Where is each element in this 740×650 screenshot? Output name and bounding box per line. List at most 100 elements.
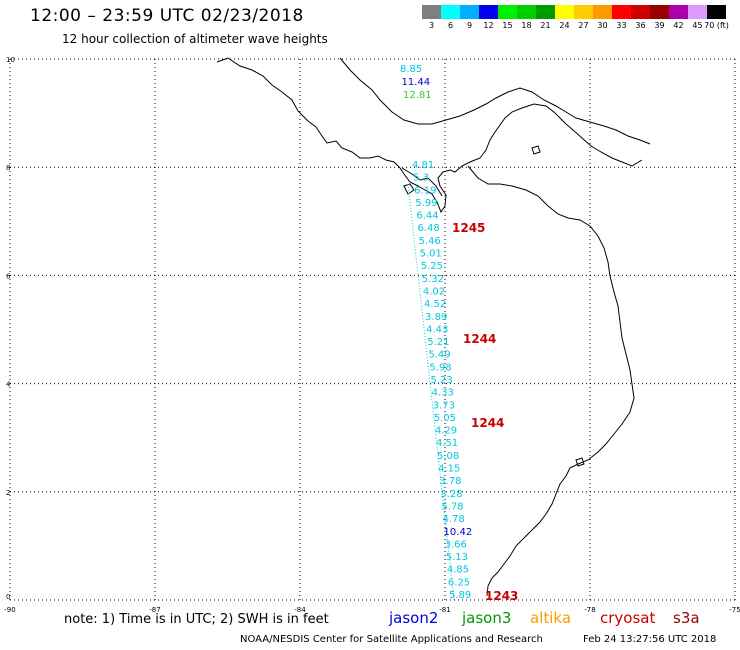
colorbar-bin: 39 [650,5,669,30]
colorbar-label: 39 [654,21,665,30]
wave-height-readings: 8.85 11.44 12.81 4.81 5.36.19 5.99 6.446.48 5.4… [400,64,472,601]
colorbar-bin: 15 [498,5,517,30]
colorbar-label: 21 [540,21,551,30]
lat-tick-label: 0 [6,593,10,601]
swh-reading: 4.29 [435,426,457,437]
colorbar-bin: 3 [422,5,441,30]
axis-tick-labels: -90 -87 -84 -81 -78 -75 0 2 4 6 8 10 [4,56,740,614]
colorbar-label: 45 [692,21,703,30]
swh-reading: 4.81 [412,160,434,171]
pass-time: 1244 [471,416,504,430]
colorbar-label: 24 [559,21,570,30]
swh-reading: 5.46 [419,236,441,247]
colorbar-swatch [688,5,707,19]
swh-reading: 5.08 [437,451,459,462]
swh-reading: 6.25 [448,577,470,588]
swh-reading: 6.19 [414,185,436,196]
swh-reading: 6.44 [416,211,438,222]
footer-note: note: 1) Time is in UTC; 2) SWH is in fe… [64,612,329,627]
island-gorgona [575,457,585,467]
colorbar-swatch [498,5,517,19]
swh-reading: 4.02 [423,286,445,297]
lat-tick-label: 10 [6,56,15,64]
colorbar-bin: 36 [631,5,650,30]
map-subtitle: 12 hour collection of altimeter wave hei… [62,32,328,46]
map-grid [9,58,736,601]
swh-reading: 6.48 [417,223,439,234]
colorbar-label: 9 [466,21,473,30]
swh-reading: 5.78 [441,501,463,512]
colorbar-label: 27 [578,21,589,30]
colorbar-swatch [555,5,574,19]
swh-reading: 11.44 [402,77,431,88]
swh-reading: 5.89 [449,590,471,601]
colorbar-bin: 70 (ft) [704,5,729,30]
colorbar-swatch [593,5,612,19]
colorbar-label: 70 (ft) [704,21,729,30]
swh-reading: 5.13 [446,552,468,563]
colorbar-bin: 45 [688,5,707,30]
swh-reading: 4.43 [426,324,448,335]
colorbar-bin: 33 [612,5,631,30]
swh-reading: 4.85 [447,565,469,576]
lon-tick-label: -75 [729,606,740,614]
colorbar-label: 33 [616,21,627,30]
swh-reading: 5.98 [429,362,451,373]
wave-height-colorbar: 3 6 9 12 15 18 21 24 27 30 33 36 39 42 45 70 (ft) [422,5,729,30]
colorbar-swatch [650,5,669,19]
swh-reading: 5.3 [413,173,429,184]
colorbar-swatch [422,5,441,19]
lat-tick-label: 8 [6,164,10,172]
map-title: 12:00 – 23:59 UTC 02/23/2018 [30,6,304,26]
colorbar-bin: 18 [517,5,536,30]
coastline-central-america [216,57,643,214]
swh-reading: 5.23 [431,375,453,386]
pass-time: 1245 [452,221,485,235]
pass-time: 1244 [463,332,496,346]
swh-reading: 5.25 [421,261,443,272]
swh-reading: 8.85 [400,64,422,75]
colorbar-label: 36 [635,21,646,30]
swh-reading: 5.05 [434,413,456,424]
lat-tick-label: 4 [6,381,11,389]
swh-reading: 10.42 [444,527,473,538]
colorbar-swatch [536,5,555,19]
colorbar-swatch [612,5,631,19]
swh-reading: 4.52 [424,299,446,310]
colorbar-bin: 24 [555,5,574,30]
swh-reading: 4.78 [442,514,464,525]
swh-reading: 4.15 [438,464,460,475]
lat-tick-label: 6 [6,272,11,280]
satellite-legend-jason2: jason2 [389,609,439,627]
swh-reading: 3.73 [433,400,455,411]
colorbar-label: 6 [447,21,454,30]
colorbar-swatch [707,5,726,19]
colorbar-bin: 6 [441,5,460,30]
swh-reading: 3.89 [425,312,447,323]
lon-tick-label: -81 [439,606,450,614]
lon-tick-label: -84 [294,606,306,614]
colorbar-label: 42 [673,21,684,30]
swh-reading: 4.33 [432,388,454,399]
colorbar-label: 18 [521,21,532,30]
swh-reading: 3.28 [440,489,462,500]
colorbar-swatch [669,5,688,19]
colorbar-swatch [517,5,536,19]
swh-reading: 3.78 [439,476,461,487]
colorbar-label: 12 [483,21,494,30]
colorbar-bin: 21 [536,5,555,30]
satellite-ground-track [407,183,455,601]
colorbar-label: 30 [597,21,608,30]
swh-reading: 5.49 [428,350,450,361]
coastline-caribbean [339,57,651,145]
swh-reading: 12.81 [403,90,432,101]
colorbar-bin: 30 [593,5,612,30]
satellite-legend-s3a: s3a [673,609,700,627]
colorbar-swatch [441,5,460,19]
lon-tick-label: -90 [4,606,15,614]
lon-tick-label: -78 [584,606,595,614]
colorbar-bin: 27 [574,5,593,30]
generated-timestamp: Feb 24 13:27:56 UTC 2018 [583,634,717,645]
colorbar-swatch [460,5,479,19]
